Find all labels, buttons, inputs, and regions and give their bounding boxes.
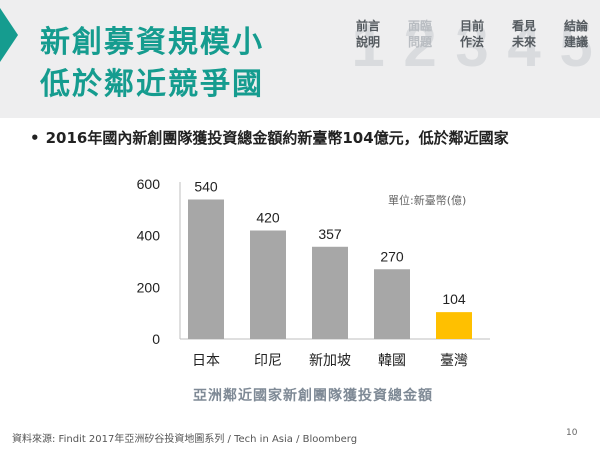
step-numerals-watermark: 1 2 3 4 5 — [351, 12, 592, 72]
bar-value-label: 357 — [318, 226, 342, 242]
step-label-line: 說明 — [355, 35, 380, 49]
step-future[interactable]: 看見 未來 — [502, 18, 546, 50]
x-tick-label: 新加坡 — [309, 353, 351, 369]
corner-chevron-icon — [0, 8, 18, 62]
step-label-line: 目前 — [459, 19, 484, 33]
step-label-line: 問題 — [407, 35, 432, 49]
step-numeral-1: 1 — [351, 12, 384, 72]
y-tick-label: 600 — [137, 176, 161, 192]
step-navigation: 1 2 3 4 5 前言 說明 面臨 問題 目前 作法 看見 未來 結論 建議 — [348, 8, 598, 72]
y-tick-label: 0 — [152, 331, 160, 347]
slide-title: 新創募資規模小 低於鄰近競爭國 — [40, 22, 264, 106]
step-problems[interactable]: 面臨 問題 — [398, 18, 442, 50]
step-label-line: 結論 — [563, 19, 588, 33]
step-numeral-2: 2 — [403, 12, 436, 72]
title-line-1: 新創募資規模小 — [40, 25, 264, 60]
step-label-line: 前言 — [355, 19, 380, 33]
x-tick-label: 日本 — [192, 353, 220, 369]
step-label-line: 作法 — [459, 35, 484, 49]
step-label-line: 未來 — [511, 35, 536, 49]
step-current-practice[interactable]: 目前 作法 — [450, 18, 494, 50]
bar — [250, 230, 286, 339]
step-conclusion[interactable]: 結論 建議 — [554, 18, 598, 50]
step-numeral-3: 3 — [455, 12, 488, 72]
bar — [312, 246, 348, 339]
bullet-icon: • — [30, 129, 40, 147]
slide-subtitle: • 2016年國內新創團隊獲投資總金額約新臺幣104億元，低於鄰近國家 — [30, 127, 509, 148]
step-numeral-5: 5 — [559, 12, 592, 72]
x-axis-title: 亞洲鄰近國家新創團隊獲投資總金額 — [193, 388, 433, 404]
step-label-line: 建議 — [563, 35, 588, 49]
step-numeral-4: 4 — [507, 12, 541, 72]
y-tick-label: 400 — [137, 228, 161, 244]
bar-value-label: 104 — [442, 291, 466, 307]
source-note: 資料來源: Findit 2017年亞洲矽谷投資地圖系列 / Tech in A… — [12, 434, 358, 445]
bar-value-label: 540 — [194, 179, 218, 195]
x-tick-label: 印尼 — [254, 353, 282, 369]
step-label-line: 面臨 — [407, 19, 432, 33]
page-number: 10 — [566, 428, 578, 438]
subtitle-text: 2016年國內新創團隊獲投資總金額約新臺幣104億元，低於鄰近國家 — [45, 129, 509, 147]
bar-value-label: 270 — [380, 248, 404, 264]
bar — [436, 312, 472, 339]
x-tick-label: 臺灣 — [440, 353, 468, 369]
bar-value-label: 420 — [256, 210, 280, 226]
bar — [188, 199, 224, 339]
title-line-2: 低於鄰近競爭國 — [40, 67, 264, 102]
x-tick-label: 韓國 — [378, 353, 406, 369]
y-tick-label: 200 — [137, 279, 161, 295]
step-label-line: 看見 — [511, 19, 536, 33]
step-intro[interactable]: 前言 說明 — [346, 18, 390, 50]
header-band — [0, 0, 600, 118]
unit-label: 單位:新臺幣(億) — [388, 194, 467, 207]
bar — [374, 269, 410, 339]
